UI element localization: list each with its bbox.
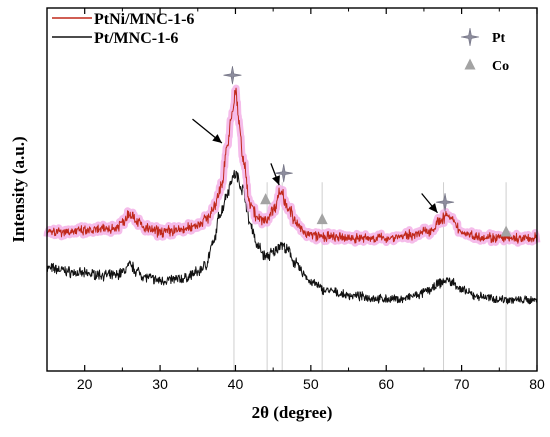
pt-star-marker: [274, 164, 293, 183]
series-line-pt-mnc-1-6: [46, 169, 538, 305]
pt-star-marker: [435, 193, 455, 212]
x-axis-tick-label: 40: [228, 376, 244, 392]
series-halo-ptni-mnc-1-6: [43, 84, 541, 247]
annotation-arrow-head: [212, 134, 222, 144]
legend-co-triangle-icon: [464, 58, 476, 70]
plot-frame: [46, 7, 538, 372]
co-triangle-marker: [500, 225, 512, 237]
legend-pt-star-icon: [460, 27, 480, 47]
x-axis-tick-label: 30: [152, 376, 168, 392]
x-axis-title: 2θ (degree): [252, 403, 333, 422]
x-axis-tick-label: 20: [77, 376, 93, 392]
legend-label: Pt/MNC-1-6: [94, 30, 178, 47]
legend-label: PtNi/MNC-1-6: [94, 11, 194, 28]
annotation-arrow-head: [272, 175, 280, 186]
co-triangle-marker: [260, 193, 272, 205]
marker-legend-label: Co: [492, 59, 509, 74]
annotation-arrow-head: [428, 203, 438, 213]
x-axis-tick-label: 80: [529, 376, 545, 392]
x-axis-tick-label: 70: [454, 376, 470, 392]
y-axis-title: Intensity (a.u.): [9, 136, 28, 242]
x-axis-tick-label: 50: [303, 376, 319, 392]
x-axis-tick-label: 60: [378, 376, 394, 392]
pt-star-marker: [223, 66, 242, 85]
co-triangle-marker: [316, 213, 328, 225]
series-line-ptni-mnc-1-6: [46, 87, 538, 244]
marker-legend-label: Pt: [492, 31, 506, 46]
